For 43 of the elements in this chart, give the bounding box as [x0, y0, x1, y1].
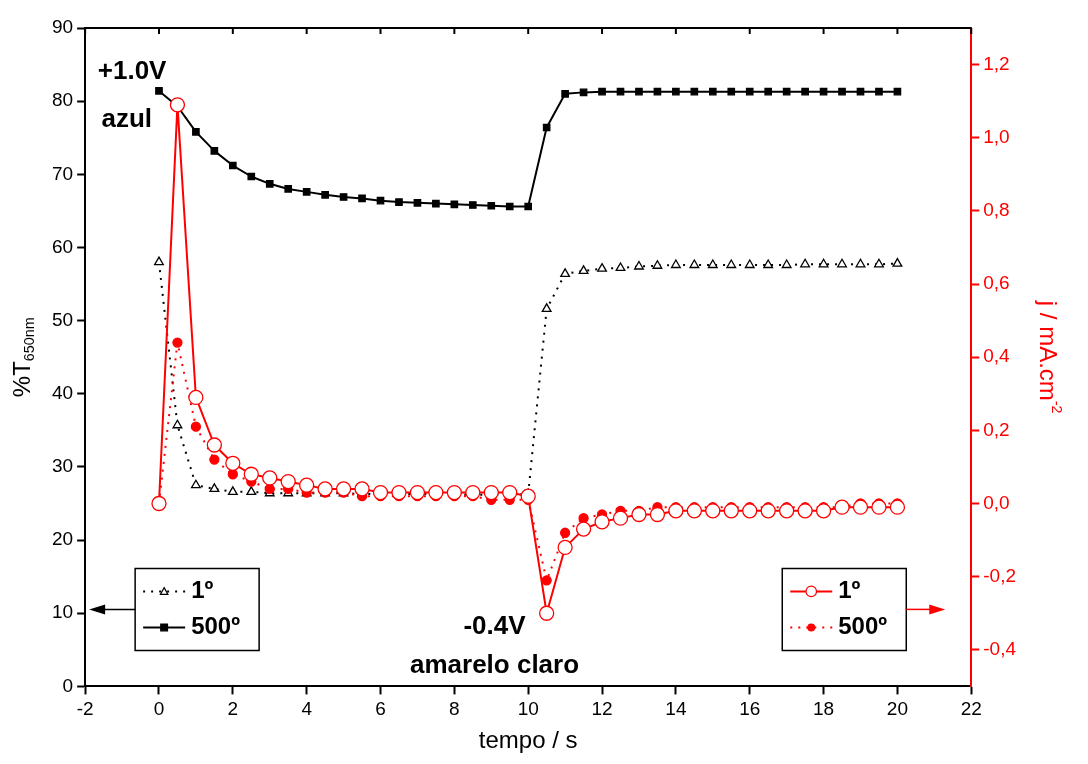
annotation: azul [101, 103, 153, 134]
y2-tick-label: 0,8 [983, 199, 1010, 221]
x-tick-label: 10 [517, 698, 539, 720]
y-tick-label: 80 [51, 89, 74, 111]
legend-label: 1º [191, 576, 214, 604]
x-axis-title: tempo / s [478, 726, 578, 754]
y-axis-title: %T650nm [7, 317, 38, 398]
legend-label: 500º [191, 612, 241, 640]
y2-axis-title: j / mA.cm-2 [1034, 299, 1065, 414]
x-tick-label: 20 [886, 698, 908, 720]
x-tick-label: 4 [301, 698, 313, 720]
x-tick-label: 0 [153, 698, 165, 720]
x-tick-label: 2 [227, 698, 239, 720]
y-tick-label: 30 [51, 455, 74, 477]
annotation: amarelo claro [409, 648, 580, 679]
x-tick-label: 22 [960, 698, 982, 720]
legend-label: 1º [838, 576, 861, 604]
y-tick-label: 0 [62, 674, 74, 696]
x-tick-label: 8 [449, 698, 460, 720]
y2-tick-label: 0,0 [983, 491, 1010, 513]
annotation: -0.4V [463, 610, 527, 641]
y-tick-label: 50 [51, 308, 74, 330]
y2-tick-label: -0,4 [983, 638, 1017, 660]
y2-tick-label: 0,6 [983, 272, 1010, 294]
x-tick-label: 16 [739, 698, 761, 720]
x-tick-label: 12 [591, 698, 613, 720]
y-tick-label: 90 [51, 16, 74, 38]
x-tick-label: 14 [665, 698, 687, 720]
y2-tick-label: 1,0 [983, 125, 1010, 147]
y2-tick-label: -0,2 [983, 564, 1017, 586]
y-tick-label: 40 [51, 382, 74, 404]
x-tick-label: -2 [76, 698, 94, 720]
y2-tick-label: 1,2 [983, 52, 1010, 74]
x-tick-label: 6 [375, 698, 386, 720]
y-tick-label: 60 [51, 235, 74, 257]
x-tick-label: 18 [813, 698, 835, 720]
y2-tick-label: 0,4 [983, 345, 1011, 367]
y-tick-label: 20 [51, 528, 74, 550]
y-tick-label: 10 [51, 601, 74, 623]
y2-tick-label: 0,2 [983, 418, 1010, 440]
y-tick-label: 70 [51, 162, 74, 184]
legend-label: 500º [838, 612, 888, 640]
annotation: +1.0V [97, 55, 168, 86]
